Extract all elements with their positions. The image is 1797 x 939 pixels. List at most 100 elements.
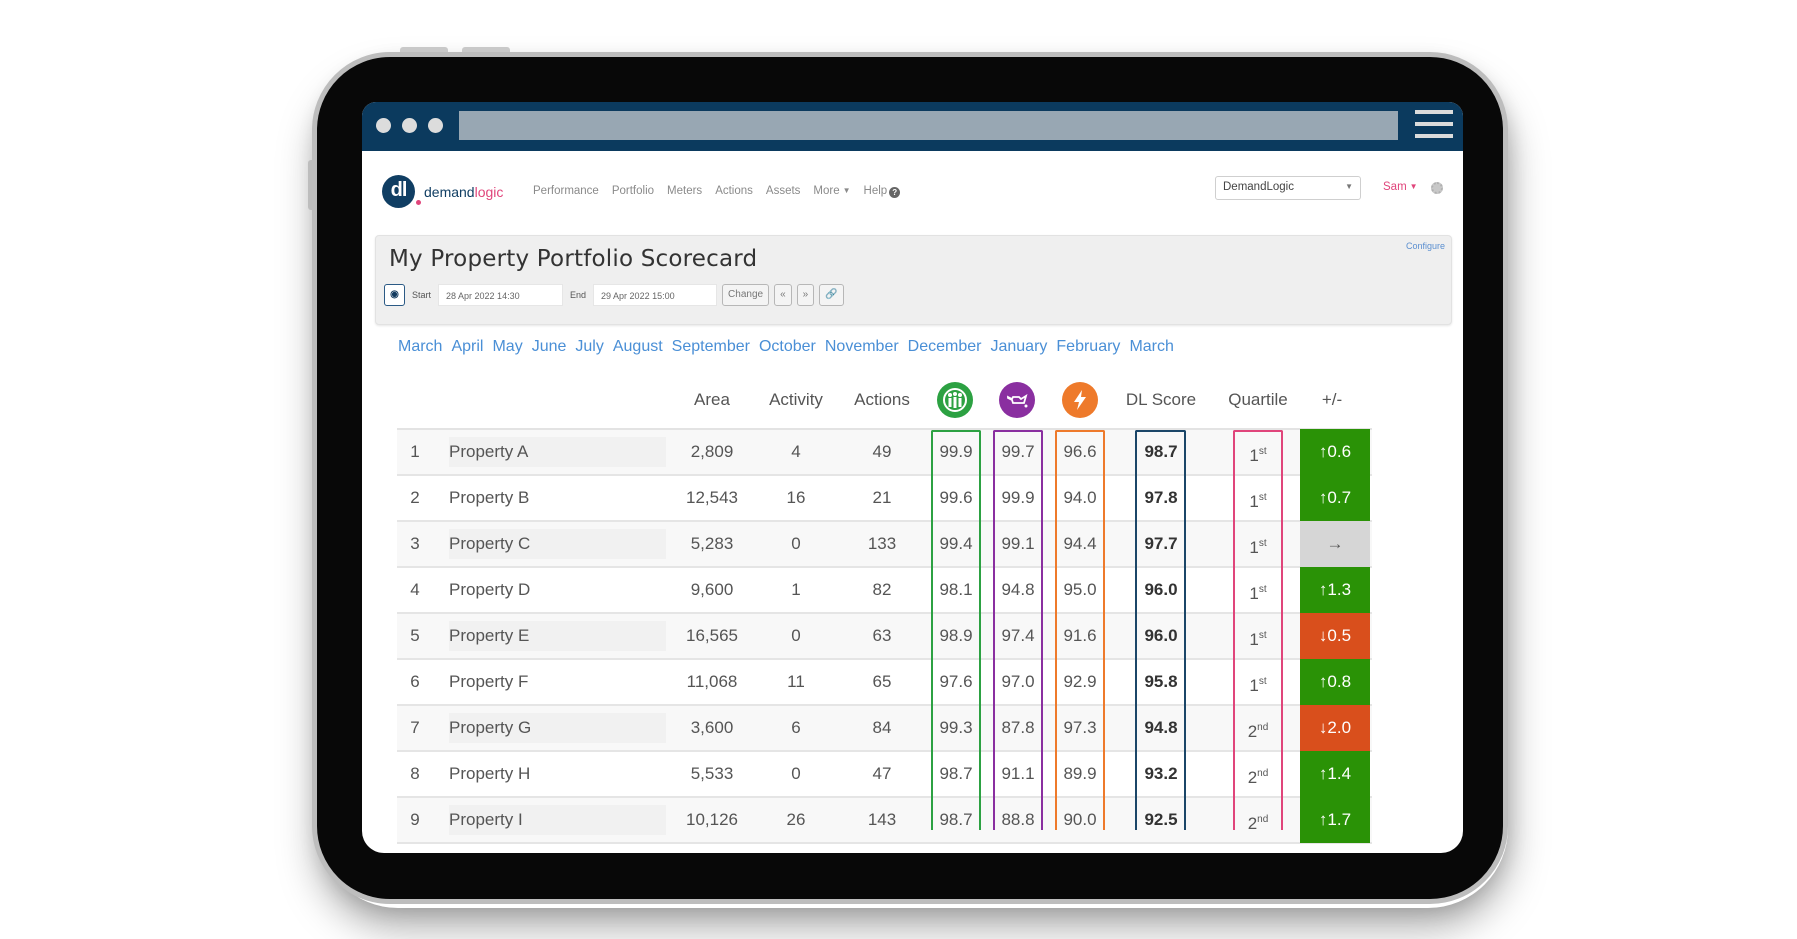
area-value: 16,565 bbox=[686, 626, 738, 645]
nav-portfolio[interactable]: Portfolio bbox=[611, 185, 655, 197]
column-header-actions[interactable]: Actions bbox=[854, 390, 910, 409]
quartile-number: 1 bbox=[1249, 584, 1259, 603]
property-name[interactable]: Property B bbox=[449, 483, 666, 513]
quartile-value: 1st bbox=[1249, 660, 1266, 704]
quartile-number: 2 bbox=[1247, 768, 1258, 787]
rank: 3 bbox=[410, 534, 420, 553]
column-header-dl-score[interactable]: DL Score bbox=[1125, 390, 1197, 409]
month-link[interactable]: April bbox=[451, 338, 484, 355]
configure-link[interactable]: Configure bbox=[1405, 241, 1445, 251]
table-row[interactable]: 5 Property E 16,565 0 63 98.9 97.4 91.6 96.0 1st ↓… bbox=[397, 613, 1372, 660]
table-row[interactable]: 8 Property H 5,533 0 47 98.7 91.1 89.9 93.2 2nd ↑1… bbox=[397, 751, 1372, 798]
oil-can-icon[interactable] bbox=[999, 382, 1035, 418]
nav-more[interactable]: More ▼ bbox=[813, 185, 850, 198]
nav-performance[interactable]: Performance bbox=[533, 185, 599, 197]
month-link[interactable]: March bbox=[1129, 338, 1174, 355]
link-icon[interactable]: 🔗 bbox=[819, 284, 844, 306]
area-value: 3,600 bbox=[690, 718, 734, 737]
window-dot[interactable] bbox=[428, 118, 443, 133]
user-name: Sam bbox=[1383, 181, 1407, 193]
table-row[interactable]: 9 Property I 10,126 26 143 98.7 88.8 90.0 92.5 2n… bbox=[397, 797, 1372, 844]
quartile-number: 2 bbox=[1247, 814, 1258, 833]
window-dot[interactable] bbox=[402, 118, 417, 133]
activity-value: 1 bbox=[791, 580, 801, 599]
quartile-number: 2 bbox=[1247, 722, 1258, 741]
actions-value: 21 bbox=[872, 488, 892, 507]
activity-value: 0 bbox=[791, 626, 801, 645]
start-date-input[interactable]: 28 Apr 2022 14:30 bbox=[438, 284, 564, 306]
column-header-quartile[interactable]: Quartile bbox=[1228, 390, 1288, 409]
tablet-volume-button bbox=[462, 47, 510, 53]
gear-icon[interactable] bbox=[1431, 182, 1443, 194]
activity-value: 0 bbox=[791, 764, 801, 783]
quartile-value: 1st bbox=[1249, 568, 1266, 612]
property-name[interactable]: Property H bbox=[449, 759, 666, 789]
month-link[interactable]: September bbox=[671, 338, 750, 355]
month-link[interactable]: June bbox=[531, 338, 567, 355]
nav-help[interactable]: Help? bbox=[864, 185, 901, 198]
property-name[interactable]: Property F bbox=[449, 667, 666, 697]
hamburger-icon[interactable] bbox=[1415, 110, 1453, 140]
quartile-suffix: st bbox=[1258, 492, 1267, 503]
column-header-delta[interactable]: +/- bbox=[1321, 390, 1343, 409]
date-range-toolbar: ◉ Start 28 Apr 2022 14:30 End 29 Apr 202… bbox=[384, 284, 844, 306]
organization-select-value: DemandLogic bbox=[1223, 181, 1294, 193]
actions-value: 63 bbox=[872, 626, 892, 645]
property-name[interactable]: Property I bbox=[449, 805, 666, 835]
tablet-power-button bbox=[308, 160, 313, 210]
people-icon[interactable] bbox=[937, 382, 973, 418]
energy-value: 91.6 bbox=[1063, 626, 1097, 645]
month-link[interactable]: July bbox=[575, 338, 604, 355]
nav-meters[interactable]: Meters bbox=[667, 185, 703, 197]
end-date-input[interactable]: 29 Apr 2022 15:00 bbox=[593, 284, 718, 306]
month-link[interactable]: August bbox=[612, 338, 663, 355]
occupant-value: 99.3 bbox=[939, 718, 973, 737]
delta-badge: ↑0.6 bbox=[1300, 429, 1370, 475]
eye-icon[interactable]: ◉ bbox=[384, 284, 405, 306]
address-bar[interactable] bbox=[459, 111, 1398, 140]
month-link[interactable]: May bbox=[492, 338, 523, 355]
column-header-activity[interactable]: Activity bbox=[769, 390, 823, 409]
property-name[interactable]: Property C bbox=[449, 529, 666, 559]
lightning-bolt-icon[interactable] bbox=[1062, 382, 1098, 418]
property-name-text: Property G bbox=[449, 718, 532, 737]
table-row[interactable]: 1 Property A 2,809 4 49 99.9 99.7 96.6 98.7 1st ↑0… bbox=[397, 429, 1372, 476]
table-row[interactable]: 4 Property D 9,600 1 82 98.1 94.8 95.0 96.0 1st ↑1… bbox=[397, 567, 1372, 614]
delta-badge: ↑1.4 bbox=[1300, 751, 1370, 797]
property-name-text: Property E bbox=[449, 626, 530, 645]
user-menu[interactable]: Sam ▼ bbox=[1383, 181, 1418, 193]
month-link[interactable]: January bbox=[990, 338, 1048, 355]
nav-actions[interactable]: Actions bbox=[715, 185, 753, 197]
maintenance-value: 97.0 bbox=[1001, 672, 1035, 691]
property-name-text: Property H bbox=[449, 764, 531, 783]
maintenance-value: 88.8 bbox=[1001, 810, 1035, 829]
table-row[interactable]: 7 Property G 3,600 6 84 99.3 87.8 97.3 94.8 2nd ↓2… bbox=[397, 705, 1372, 752]
energy-value: 92.9 bbox=[1063, 672, 1097, 691]
month-link[interactable]: October bbox=[758, 338, 816, 355]
month-link[interactable]: November bbox=[824, 338, 899, 355]
month-link[interactable]: March bbox=[398, 338, 443, 355]
property-name-text: Property A bbox=[449, 442, 529, 461]
caret-down-icon: ▼ bbox=[1409, 182, 1418, 192]
property-name[interactable]: Property E bbox=[449, 621, 666, 651]
property-name[interactable]: Property D bbox=[449, 575, 666, 605]
month-link[interactable]: February bbox=[1056, 338, 1121, 355]
previous-period-button[interactable]: « bbox=[774, 284, 792, 306]
table-row[interactable]: 2 Property B 12,543 16 21 99.6 99.9 94.0 97.8 1st… bbox=[397, 475, 1372, 522]
organization-select[interactable]: DemandLogic ▼ bbox=[1215, 176, 1361, 200]
nav-assets[interactable]: Assets bbox=[765, 185, 801, 197]
next-period-button[interactable]: » bbox=[796, 284, 815, 306]
logo[interactable]: dl demandlogic bbox=[382, 175, 503, 208]
quartile-column-highlight bbox=[1233, 430, 1283, 830]
table-row[interactable]: 6 Property F 11,068 11 65 97.6 97.0 92.9 95.8 1st… bbox=[397, 659, 1372, 706]
month-selector: March April May June July August Septemb… bbox=[398, 338, 1174, 356]
dl-score-value: 95.8 bbox=[1144, 672, 1178, 691]
property-name[interactable]: Property A bbox=[449, 437, 666, 467]
occupant-value: 98.7 bbox=[939, 810, 973, 829]
window-dot[interactable] bbox=[376, 118, 391, 133]
column-header-area[interactable]: Area bbox=[694, 390, 730, 409]
change-button[interactable]: Change bbox=[722, 284, 770, 306]
month-link[interactable]: December bbox=[907, 338, 982, 355]
property-name[interactable]: Property G bbox=[449, 713, 666, 743]
table-row[interactable]: 3 Property C 5,283 0 133 99.4 99.1 94.4 97.7 1st → bbox=[397, 521, 1372, 568]
